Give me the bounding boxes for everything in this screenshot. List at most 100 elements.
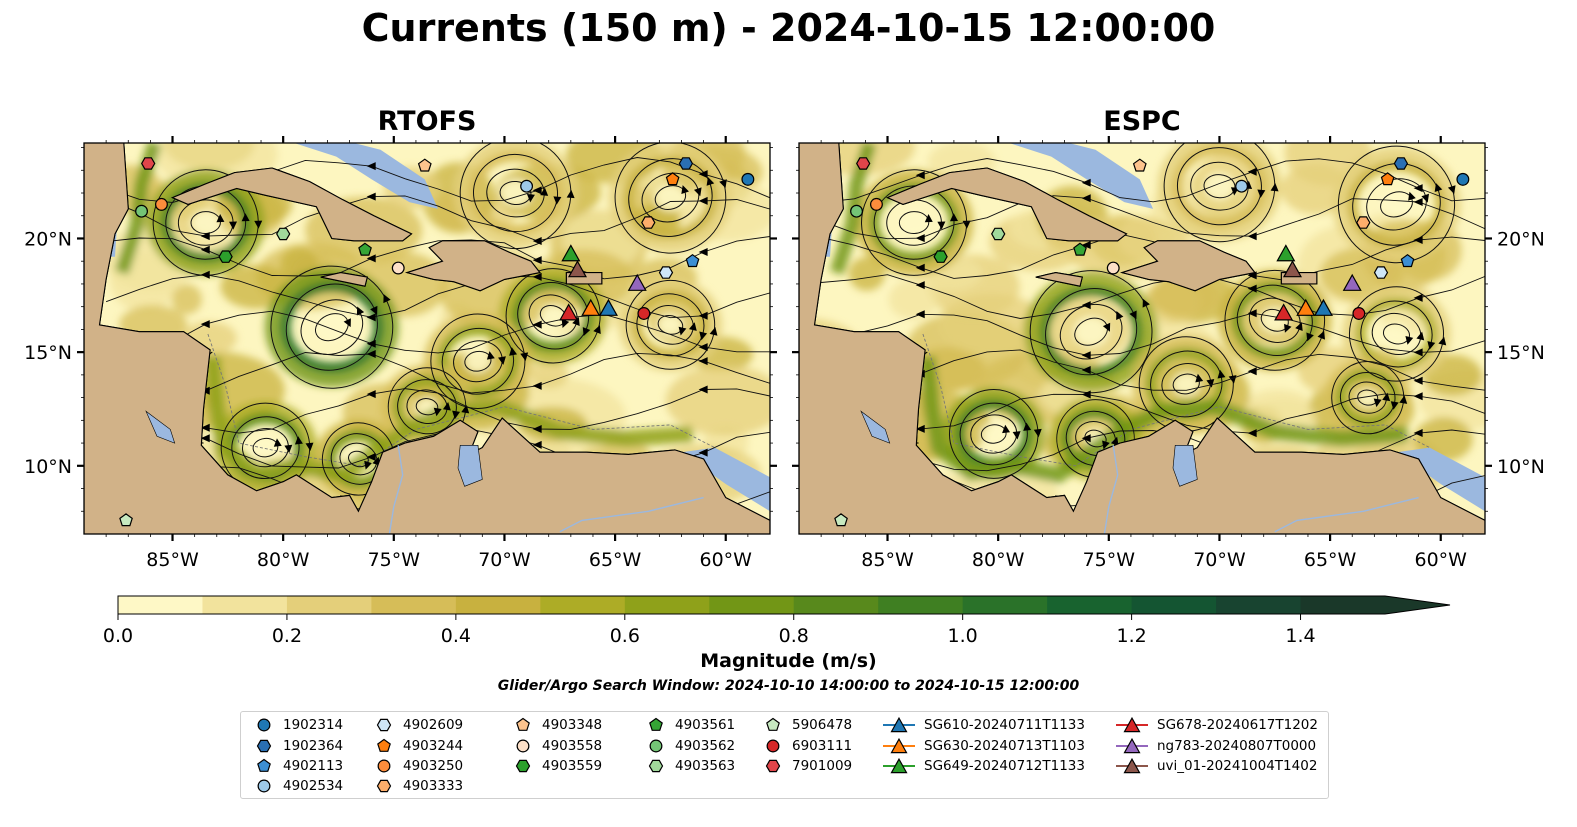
- legend-glider-marker: [890, 716, 908, 733]
- land-hispaniola-top: [1120, 240, 1256, 292]
- legend-item-argo: 4903250: [373, 756, 463, 776]
- streamline: [105, 352, 770, 395]
- legend-item-glider: SG649-20240712T1133: [882, 756, 1085, 776]
- panel-title-espc: ESPC: [1103, 106, 1181, 137]
- glider-SG630-20240713T1103: [1296, 298, 1316, 316]
- glider-SG610-20240711T1133: [598, 298, 618, 316]
- argo-float-4903348: [417, 158, 432, 172]
- legend-item-argo: 4903561: [645, 715, 735, 735]
- argo-float-4903561: [358, 242, 372, 256]
- argo-float-4902534: [520, 179, 534, 193]
- streamline-arrow: [678, 326, 687, 336]
- legend-marker-icon: [649, 717, 663, 731]
- legend-marker-4903559: [515, 759, 531, 773]
- glider-uvi_01-20241004T1402: [567, 260, 587, 278]
- shelf-water-bahamaBanks: [1009, 143, 1154, 209]
- streamline-arrow: [1270, 183, 1279, 192]
- colorbar-tick-label: 0.4: [441, 625, 471, 647]
- legend-label: 4903333: [403, 778, 464, 794]
- legend-marker-icon: [765, 759, 781, 773]
- streamline-arrow: [370, 305, 378, 315]
- colorbar-segment: [540, 596, 626, 614]
- legend-marker-icon: [377, 759, 391, 773]
- argo-float-7901009: [856, 157, 871, 170]
- argo-float-1902364: [1393, 157, 1409, 170]
- glider-SG678-20240617T1202: [1274, 303, 1294, 321]
- streamline-arrow: [1247, 367, 1257, 376]
- streamline-arrow: [1129, 310, 1137, 320]
- streamline-arrow: [200, 270, 210, 279]
- legend-label: SG678-20240617T1202: [1157, 717, 1318, 733]
- legend-marker-4902113: [257, 758, 271, 772]
- streamline: [106, 236, 770, 280]
- streamline-arrow: [1438, 336, 1447, 346]
- legend-item-glider: uvi_01-20241004T1402: [1115, 756, 1317, 776]
- legend-marker-4903250: [377, 759, 391, 773]
- glider-uvi_01-20241004T1402: [1282, 260, 1302, 278]
- streamline: [1380, 191, 1413, 218]
- streamline-arrow: [200, 434, 210, 443]
- legend-label: 4903348: [542, 717, 603, 733]
- legend-item-glider: SG678-20240617T1202: [1115, 715, 1318, 735]
- colorbar-tick-label: 0.6: [610, 625, 640, 647]
- streamline-arrow: [1413, 293, 1423, 302]
- lon-tick-label: 65°W: [1304, 549, 1357, 571]
- streamline-arrow: [383, 294, 391, 304]
- land-jamaica-top: [320, 272, 368, 287]
- legend-marker-6903111: [766, 739, 780, 753]
- colorbar-segment: [1131, 596, 1217, 614]
- streamline-arrow: [200, 232, 210, 241]
- streamline-arrow: [486, 351, 495, 360]
- argo-float-4903558: [391, 261, 405, 275]
- legend: 1902314 1902364 4902113 4902534 4902609 49032…: [240, 711, 1329, 799]
- streamline-arrow: [1405, 336, 1414, 345]
- streamline-arrow: [1081, 194, 1091, 203]
- legend-label: 1902314: [283, 717, 344, 733]
- legend-item-argo: 4902534: [253, 776, 343, 796]
- streamline-arrow: [698, 448, 708, 457]
- streamline: [105, 195, 770, 242]
- streamline-arrow: [1413, 184, 1423, 193]
- streamline-arrow: [915, 234, 925, 243]
- streamline-arrow: [706, 176, 715, 186]
- streamline-arrow: [241, 213, 250, 222]
- streamline-arrow: [915, 281, 925, 290]
- streamline-arrow: [915, 424, 925, 433]
- streamline-arrow: [1033, 428, 1042, 438]
- legend-item-argo: 4903559: [512, 756, 602, 776]
- legend-label: 4902534: [283, 778, 344, 794]
- streamline-arrow: [364, 460, 372, 470]
- streamline-arrow: [294, 436, 303, 445]
- colorbar-tick-label: 1.0: [948, 625, 978, 647]
- streamline-arrow: [366, 313, 376, 322]
- streamline-arrow: [915, 263, 925, 272]
- streamline-arrow: [1421, 193, 1430, 203]
- legend-label: 4903244: [403, 738, 464, 754]
- streamline-arrow: [366, 349, 376, 358]
- streamline-arrow: [1081, 390, 1091, 399]
- streamline-arrow: [1373, 398, 1382, 408]
- streamline-arrow: [1295, 322, 1303, 332]
- streamline-arrow: [216, 214, 225, 223]
- streamline-arrow: [698, 247, 708, 256]
- argo-float-4903244: [665, 172, 680, 186]
- legend-glider-marker: [890, 737, 908, 754]
- streamline-arrow: [1102, 322, 1111, 332]
- land-centralAmerica-top: [799, 143, 1485, 534]
- figure-title: Currents (150 m) - 2024-10-15 12:00:00: [361, 6, 1216, 50]
- argo-float-6903111: [1352, 307, 1366, 320]
- streamline-arrow: [1306, 332, 1314, 342]
- legend-marker-icon: [766, 739, 780, 753]
- streamline-arrow: [915, 310, 925, 319]
- streamline-arrow: [200, 245, 210, 254]
- streamline-arrow: [709, 327, 718, 336]
- colorbar-tick-label: 1.4: [1285, 625, 1315, 647]
- streamline-arrow: [1413, 197, 1423, 206]
- streamline-arrow: [1413, 348, 1423, 357]
- map-espc: 85°W 80°W 75°W 70°W 65°W 60°W 10°N 15°N 20°N: [792, 136, 1545, 571]
- legend-label: SG630-20240713T1103: [924, 738, 1085, 754]
- legend-label: 4903559: [542, 758, 603, 774]
- panel-title-rtofs: RTOFS: [377, 106, 477, 137]
- streamline-arrow: [949, 213, 958, 222]
- streamline: [1337, 145, 1456, 264]
